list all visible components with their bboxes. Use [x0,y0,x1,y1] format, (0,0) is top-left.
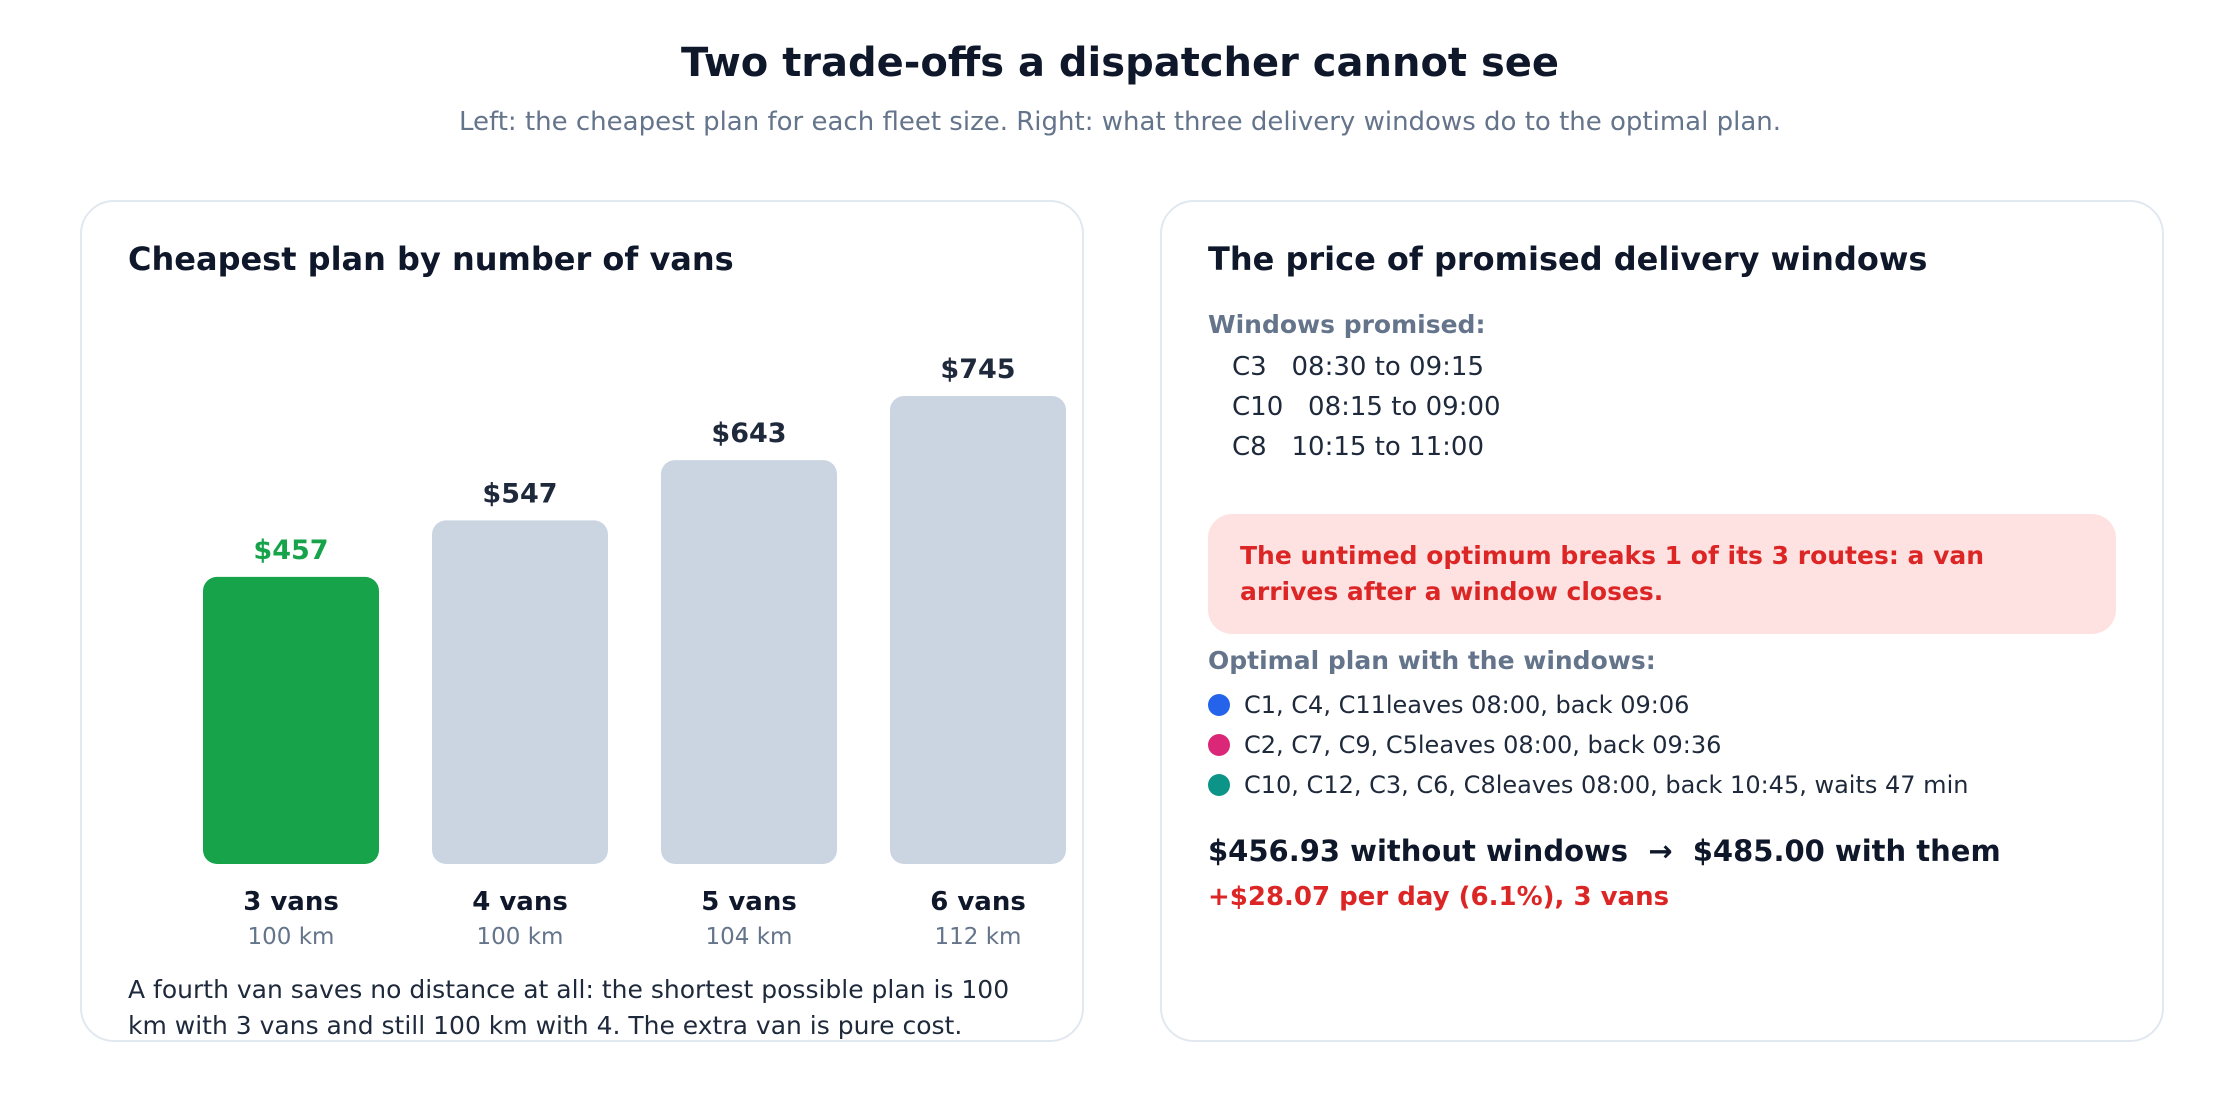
route-stops: C10, C12, C3, C6, C8 [1244,771,1496,799]
bar [661,460,837,864]
route-row: C2, C7, C9, C5 leaves 08:00, back 09:36 [1208,730,1721,760]
route-detail: leaves 08:00, back 10:45, waits 47 min [1495,771,1969,799]
panel-title: Cheapest plan by number of vans [128,240,734,278]
plan-label: Optimal plan with the windows: [1208,646,1656,675]
distance-label: 100 km [248,924,335,950]
window-time: 08:30 to 09:15 [1291,352,1485,382]
category-label: 5 vans [701,887,797,917]
window-row: C10 08:15 to 09:00 [1232,392,1501,422]
route-stops: C2, C7, C9, C5 [1244,731,1418,759]
cost-summary: $456.93 without windows → $485.00 with t… [1208,834,2001,868]
route-stops: C1, C4, C11 [1244,691,1386,719]
route-detail: leaves 08:00, back 09:36 [1417,731,1722,759]
page-subtitle: Left: the cheapest plan for each fleet s… [459,107,1781,137]
category-label: 4 vans [472,887,568,917]
bar-value-label: $457 [253,535,328,566]
window-row: C3 08:30 to 09:15 [1232,352,1484,382]
window-customer: C10 [1232,392,1284,422]
bar-value-label: $745 [940,354,1015,385]
category-label: 3 vans [243,887,339,917]
chart-footnote: A fourth van saves no distance at all: t… [128,975,1010,1040]
bar-chart: $457 3 vans 100 km $547 4 vans 100 km $643 5 va… [203,354,1066,950]
window-row: C8 10:15 to 11:00 [1232,432,1484,462]
route-detail: leaves 08:00, back 09:06 [1385,691,1690,719]
route-row: C1, C4, C11 leaves 08:00, back 09:06 [1208,690,1689,720]
route-color-dot [1208,734,1230,756]
bar-value-label: $643 [711,418,786,449]
fleet-size-panel: Cheapest plan by number of vans $457 3 va… [80,200,1084,1042]
bar [432,520,608,864]
distance-label: 104 km [706,924,793,950]
distance-label: 100 km [477,924,564,950]
window-time: 08:15 to 09:00 [1308,392,1501,422]
bar [203,576,379,864]
distance-label: 112 km [935,924,1022,950]
window-customer: C8 [1232,432,1267,462]
window-customer: C3 [1232,352,1267,382]
bar [890,396,1066,864]
panel-title: The price of promised delivery windows [1208,240,1928,278]
violation-alert: The untimed optimum breaks 1 of its 3 ro… [1208,514,2116,634]
bar-value-label: $547 [482,478,557,509]
route-color-dot [1208,694,1230,716]
page-title: Two trade-offs a dispatcher cannot see [680,40,1560,86]
cost-delta: +$28.07 per day (6.1%), 3 vans [1208,882,1670,912]
window-time: 10:15 to 11:00 [1291,432,1485,462]
category-label: 6 vans [930,887,1026,917]
route-row: C10, C12, C3, C6, C8 leaves 08:00, back … [1208,770,1968,800]
delivery-windows-panel: The price of promised delivery windows W… [1160,200,2164,1042]
route-color-dot [1208,774,1230,796]
windows-label: Windows promised: [1208,310,1486,339]
